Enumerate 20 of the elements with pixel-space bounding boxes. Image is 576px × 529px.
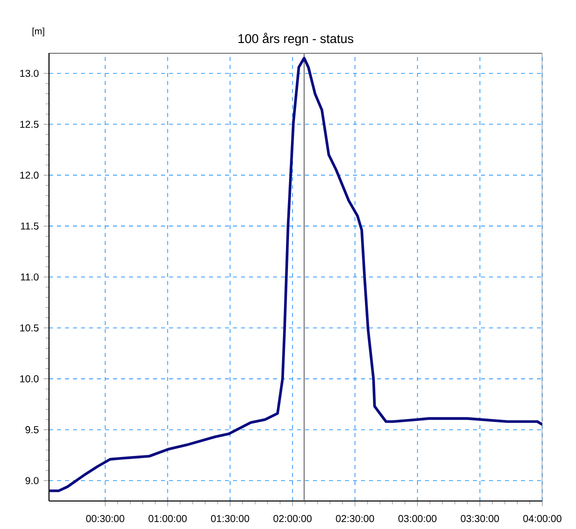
y-tick-label: 10.0 xyxy=(20,375,39,382)
x-tick-label: 03:30:00 xyxy=(460,515,499,522)
x-tick-label: 02:30:00 xyxy=(336,515,374,522)
x-tick-label: 03:00:00 xyxy=(398,515,436,522)
y-tick-label: 10.5 xyxy=(20,324,39,332)
y-tick-label: 11.0 xyxy=(20,273,39,281)
x-tick-label: 02:00:00 xyxy=(273,515,312,522)
line-series xyxy=(49,56,542,492)
x-tick-label: 01:30:00 xyxy=(211,515,250,522)
x-tick-label: 00:30:00 xyxy=(86,515,124,522)
y-tick-label: 13.0 xyxy=(20,70,39,77)
x-tick-label: 01:00:00 xyxy=(148,515,187,522)
y-tick-label: 12.5 xyxy=(20,120,39,128)
y-tick-label: 9.5 xyxy=(26,426,39,434)
y-tick-label: 12.0 xyxy=(20,172,39,179)
y-tick-label: 9.0 xyxy=(26,477,39,484)
y-tick-label: 11.5 xyxy=(20,222,39,230)
chart-title: 100 års regn - status xyxy=(238,32,354,46)
x-tick-label: 04:00:00 xyxy=(523,515,562,522)
y-axis-title: [m] xyxy=(32,28,44,36)
